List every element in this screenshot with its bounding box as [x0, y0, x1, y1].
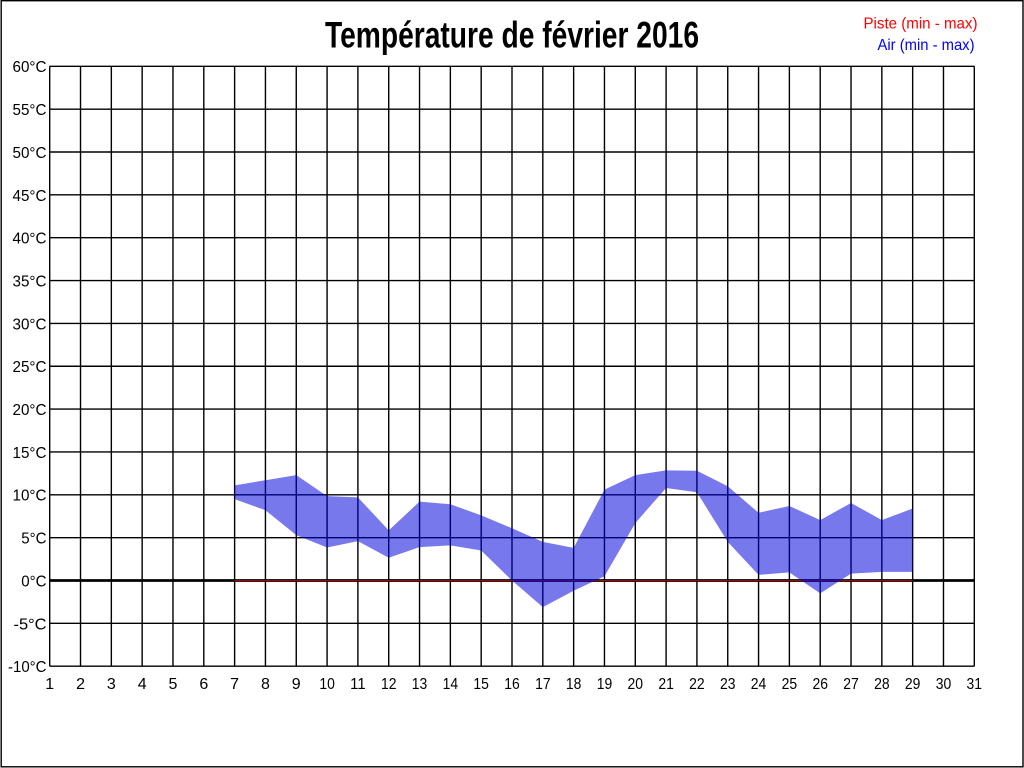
svg-text:50°C: 50°C: [13, 145, 47, 162]
svg-text:12: 12: [381, 676, 397, 693]
svg-text:22: 22: [689, 676, 705, 693]
svg-text:3: 3: [107, 676, 116, 693]
svg-text:15: 15: [473, 676, 489, 693]
svg-text:Piste (min - max): Piste (min - max): [864, 16, 978, 33]
svg-text:16: 16: [504, 676, 520, 693]
svg-text:14: 14: [443, 676, 459, 693]
svg-text:31: 31: [967, 676, 983, 693]
svg-text:15°C: 15°C: [13, 445, 47, 462]
svg-text:29: 29: [905, 676, 921, 693]
svg-text:30°C: 30°C: [13, 316, 47, 333]
svg-text:2: 2: [76, 676, 85, 693]
svg-text:8: 8: [261, 676, 270, 693]
svg-text:60°C: 60°C: [13, 59, 47, 76]
svg-text:25°C: 25°C: [13, 359, 47, 376]
svg-text:-5°C: -5°C: [14, 616, 47, 633]
svg-text:4: 4: [138, 676, 147, 693]
svg-text:11: 11: [350, 676, 366, 693]
svg-text:35°C: 35°C: [13, 273, 47, 290]
svg-text:24: 24: [751, 676, 767, 693]
svg-text:27: 27: [843, 676, 859, 693]
svg-text:19: 19: [597, 676, 613, 693]
svg-text:1: 1: [45, 676, 54, 693]
svg-text:0°C: 0°C: [21, 573, 46, 590]
svg-text:23: 23: [720, 676, 736, 693]
svg-text:26: 26: [812, 676, 828, 693]
svg-text:9: 9: [292, 676, 301, 693]
svg-text:-10°C: -10°C: [8, 659, 47, 676]
svg-text:21: 21: [658, 676, 674, 693]
svg-text:20°C: 20°C: [13, 402, 47, 419]
svg-text:20: 20: [628, 676, 644, 693]
svg-text:7: 7: [230, 676, 239, 693]
svg-text:5: 5: [169, 676, 178, 693]
svg-text:Température de février 2016: Température de février 2016: [325, 14, 699, 56]
svg-text:10°C: 10°C: [13, 488, 47, 505]
svg-text:30: 30: [936, 676, 952, 693]
svg-text:25: 25: [782, 676, 798, 693]
svg-text:55°C: 55°C: [13, 102, 47, 119]
svg-text:6: 6: [199, 676, 208, 693]
svg-text:18: 18: [566, 676, 582, 693]
svg-text:17: 17: [535, 676, 551, 693]
svg-text:40°C: 40°C: [13, 231, 47, 248]
svg-text:10: 10: [319, 676, 335, 693]
svg-text:5°C: 5°C: [21, 531, 46, 548]
svg-text:13: 13: [412, 676, 428, 693]
svg-text:28: 28: [874, 676, 890, 693]
svg-text:45°C: 45°C: [13, 188, 47, 205]
svg-text:Air (min - max): Air (min - max): [878, 37, 975, 54]
